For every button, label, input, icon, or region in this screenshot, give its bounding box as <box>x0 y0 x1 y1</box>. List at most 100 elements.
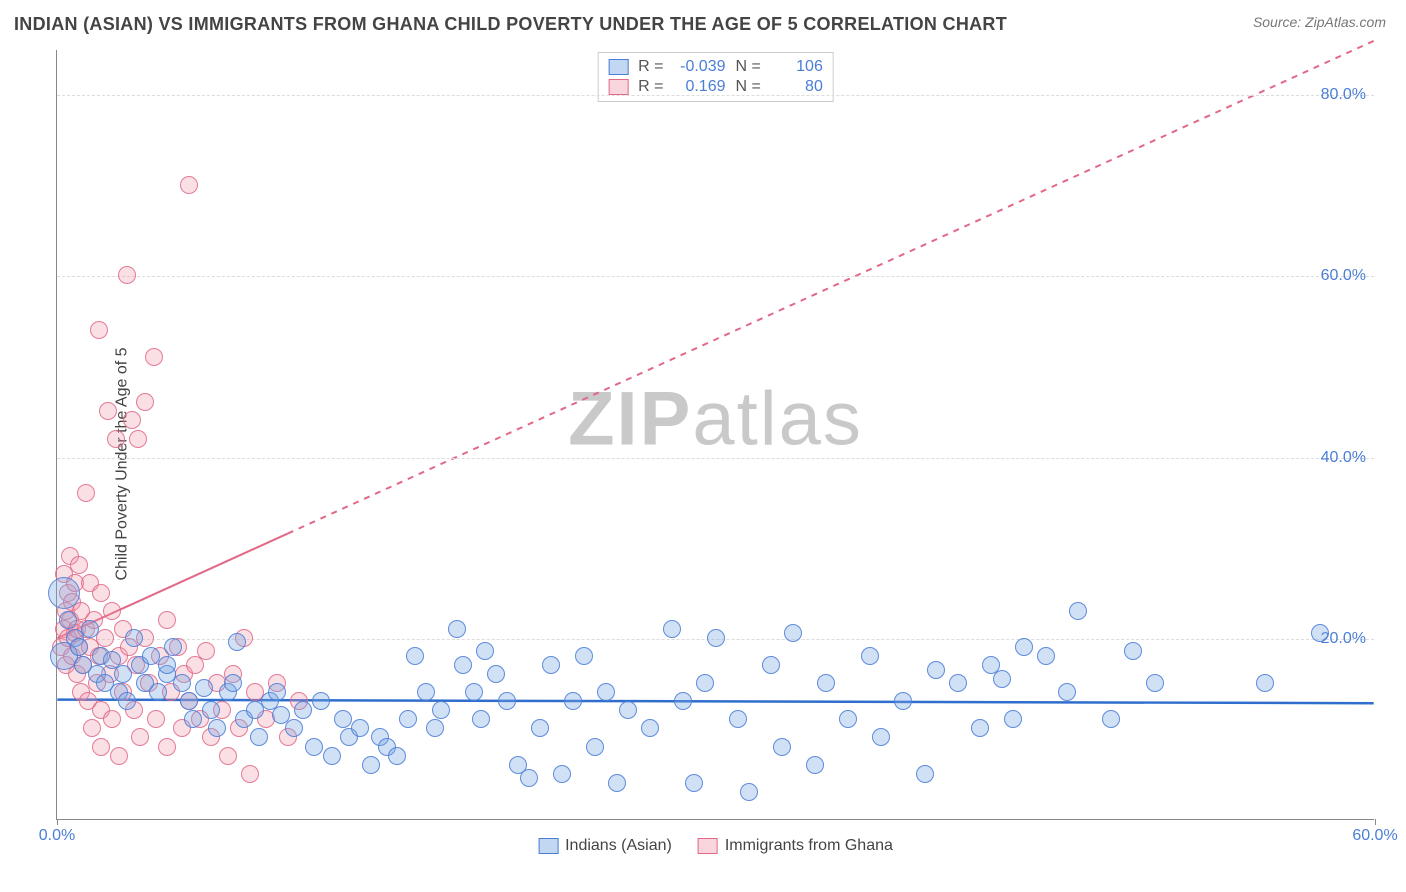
scatter-point <box>916 765 934 783</box>
n-value-pink: 80 <box>771 78 823 96</box>
scatter-point <box>59 611 77 629</box>
scatter-point <box>707 629 725 647</box>
scatter-point <box>103 602 121 620</box>
x-tick-label: 60.0% <box>1352 827 1397 845</box>
scatter-point <box>608 774 626 792</box>
scatter-point <box>531 719 549 737</box>
x-tick-mark <box>1375 819 1376 825</box>
scatter-point <box>129 430 147 448</box>
scatter-point <box>351 719 369 737</box>
chart-container: Child Poverty Under the Age of 5 ZIPatla… <box>14 50 1392 878</box>
scatter-point <box>145 348 163 366</box>
scatter-point <box>1311 624 1329 642</box>
scatter-point <box>90 321 108 339</box>
scatter-point <box>406 647 424 665</box>
scatter-point <box>993 670 1011 688</box>
scatter-point <box>70 638 88 656</box>
scatter-point <box>158 738 176 756</box>
scatter-point <box>1146 674 1164 692</box>
scatter-point <box>619 701 637 719</box>
scatter-point <box>202 701 220 719</box>
scatter-point <box>158 656 176 674</box>
scatter-point <box>729 710 747 728</box>
scatter-point <box>399 710 417 728</box>
scatter-point <box>641 719 659 737</box>
scatter-point <box>472 710 490 728</box>
scatter-point <box>285 719 303 737</box>
scatter-point <box>149 683 167 701</box>
legend-item-blue: Indians (Asian) <box>538 837 672 855</box>
scatter-point <box>553 765 571 783</box>
scatter-point <box>487 665 505 683</box>
swatch-blue-icon <box>538 838 558 854</box>
plot-area: ZIPatlas R = -0.039 N = 106 R = 0.169 N … <box>56 50 1374 820</box>
scatter-point <box>362 756 380 774</box>
scatter-point <box>96 629 114 647</box>
scatter-point <box>83 719 101 737</box>
scatter-point <box>195 679 213 697</box>
n-label: N = <box>736 58 761 76</box>
scatter-point <box>949 674 967 692</box>
gridline <box>57 95 1374 96</box>
scatter-point <box>448 620 466 638</box>
n-value-blue: 106 <box>771 58 823 76</box>
swatch-pink-icon <box>608 79 628 95</box>
scatter-point <box>784 624 802 642</box>
scatter-point <box>971 719 989 737</box>
scatter-point <box>241 765 259 783</box>
n-label: N = <box>736 78 761 96</box>
scatter-point <box>426 719 444 737</box>
scatter-point <box>586 738 604 756</box>
scatter-point <box>762 656 780 674</box>
legend-item-pink: Immigrants from Ghana <box>698 837 893 855</box>
scatter-point <box>674 692 692 710</box>
scatter-point <box>806 756 824 774</box>
scatter-point <box>118 692 136 710</box>
scatter-point <box>118 266 136 284</box>
scatter-point <box>81 620 99 638</box>
scatter-point <box>173 674 191 692</box>
scatter-point <box>1004 710 1022 728</box>
scatter-point <box>123 411 141 429</box>
scatter-point <box>1069 602 1087 620</box>
scatter-point <box>92 738 110 756</box>
scatter-point <box>454 656 472 674</box>
scatter-point <box>740 783 758 801</box>
legend-label-pink: Immigrants from Ghana <box>725 837 893 855</box>
scatter-point <box>1037 647 1055 665</box>
scatter-point <box>147 710 165 728</box>
scatter-point <box>323 747 341 765</box>
scatter-point <box>125 629 143 647</box>
scatter-point <box>224 674 242 692</box>
scatter-point <box>1256 674 1274 692</box>
gridline <box>57 276 1374 277</box>
scatter-point <box>197 642 215 660</box>
r-label: R = <box>638 78 663 96</box>
stat-row-pink: R = 0.169 N = 80 <box>608 77 823 97</box>
scatter-point <box>1058 683 1076 701</box>
scatter-point <box>1102 710 1120 728</box>
y-tick-label: 80.0% <box>1321 86 1366 104</box>
scatter-point <box>927 661 945 679</box>
scatter-point <box>542 656 560 674</box>
x-tick-label: 0.0% <box>39 827 75 845</box>
scatter-point <box>1015 638 1033 656</box>
scatter-point <box>476 642 494 660</box>
scatter-point <box>158 611 176 629</box>
scatter-point <box>180 176 198 194</box>
scatter-point <box>312 692 330 710</box>
scatter-point <box>1124 642 1142 660</box>
scatter-point <box>872 728 890 746</box>
y-tick-label: 60.0% <box>1321 267 1366 285</box>
scatter-point <box>131 728 149 746</box>
scatter-point <box>564 692 582 710</box>
scatter-point <box>92 584 110 602</box>
r-value-blue: -0.039 <box>674 58 726 76</box>
scatter-point <box>817 674 835 692</box>
stat-row-blue: R = -0.039 N = 106 <box>608 57 823 77</box>
scatter-point <box>432 701 450 719</box>
scatter-point <box>228 633 246 651</box>
y-tick-label: 40.0% <box>1321 449 1366 467</box>
swatch-pink-icon <box>698 838 718 854</box>
scatter-point <box>208 719 226 737</box>
